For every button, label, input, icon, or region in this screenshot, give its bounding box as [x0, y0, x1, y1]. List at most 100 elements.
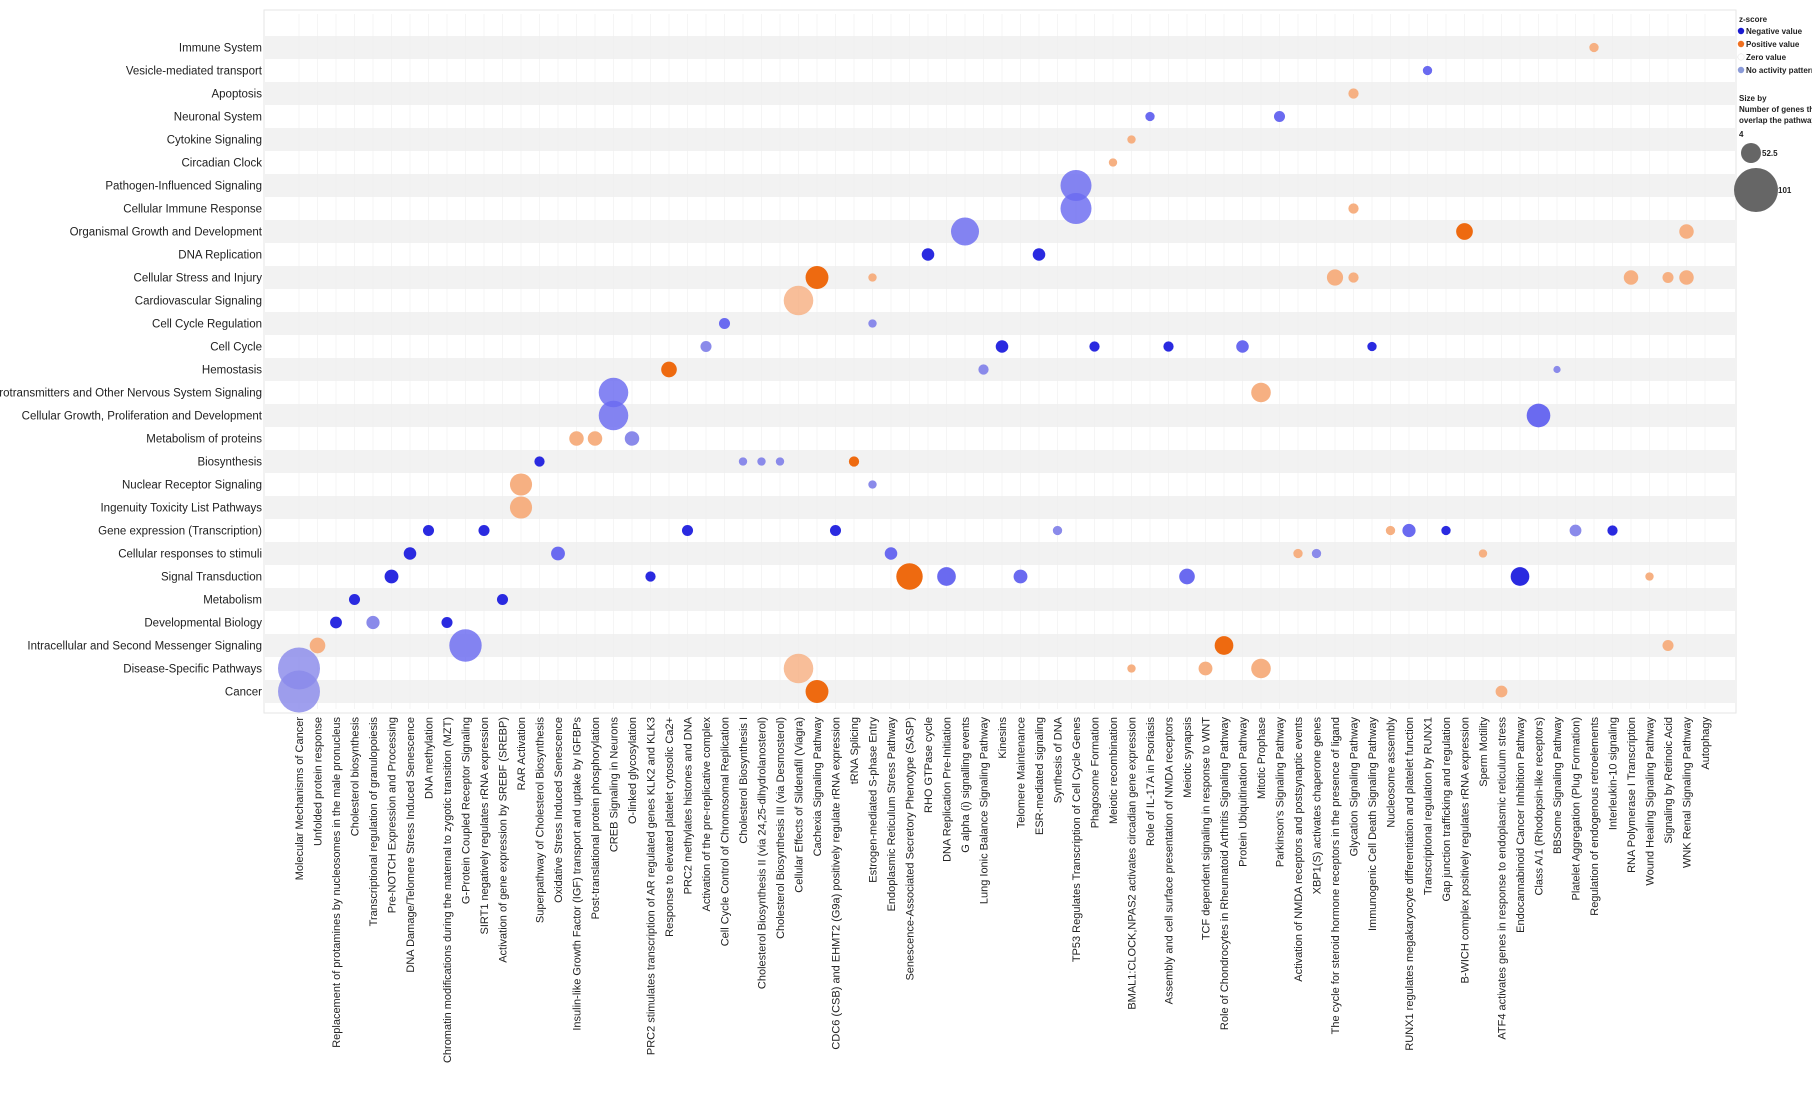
y-tick-label: Immune System: [179, 43, 262, 55]
x-tick-label: Endoplasmic Reticulum Stress Pathway: [886, 717, 898, 912]
x-tick-label: DNA Damage/Telomere Stress Induced Senes…: [405, 717, 417, 973]
bubble: [509, 496, 533, 519]
x-tick-label: Molecular Mechanisms of Cancer: [294, 717, 306, 881]
bubble: [1402, 523, 1416, 538]
x-tick-label: Oxidative Stress Induced Senescence: [553, 717, 565, 903]
y-tick-label: Cellular Immune Response: [123, 204, 262, 216]
bubble: [700, 340, 712, 353]
bubble: [1214, 636, 1234, 655]
x-tick-label: Immunogenic Cell Death Signaling Pathway: [1367, 717, 1379, 932]
x-tick-label: Role of Chondrocytes in Rheumatoid Arthr…: [1219, 717, 1231, 1031]
bubble: [848, 456, 860, 467]
row-band: [264, 220, 1736, 243]
x-tick-label: Estrogen-mediated S-phase Entry: [868, 717, 880, 883]
bubble: [1127, 664, 1136, 673]
bubble: [1367, 341, 1377, 352]
legend-item-positive: Positive value: [1746, 40, 1800, 49]
bubble: [950, 217, 980, 246]
x-tick-label: Interleukin-10 signaling: [1608, 717, 1620, 830]
bubble: [1108, 158, 1118, 167]
bubble: [624, 431, 640, 446]
legend-size-bubble-52: [1741, 143, 1761, 163]
x-tick-label: Chromatin modifications during the mater…: [442, 717, 454, 1063]
x-tick-label: Activation of NMDA receptors and postsyn…: [1293, 717, 1305, 982]
legend-size-bubble-101: [1734, 168, 1778, 212]
y-tick-label: Apoptosis: [211, 89, 262, 101]
x-tick-label: Gap junction trafficking and regulation: [1441, 717, 1453, 901]
bubble: [478, 524, 490, 537]
bubble: [1060, 193, 1092, 224]
bubble: [1326, 269, 1344, 286]
row-band: [264, 404, 1736, 427]
bubble: [1456, 223, 1473, 240]
x-tick-label: Phagosome Formation: [1090, 717, 1102, 828]
bubble: [921, 248, 935, 261]
bubble: [1662, 639, 1674, 652]
x-tick-label: G alpha (i) signalling events: [960, 717, 972, 853]
x-tick-label: O-linked glycosylation: [627, 717, 639, 824]
y-tick-label: Ingenuity Toxicity List Pathways: [100, 503, 262, 515]
bubble: [1013, 569, 1028, 584]
x-tick-label: Transcriptional regulation of granulopoi…: [368, 717, 380, 927]
bubble: [1198, 661, 1213, 676]
row-band: [264, 496, 1736, 519]
bubble: [661, 361, 677, 378]
x-tick-label: Transcriptional regulation by RUNX1: [1423, 717, 1435, 895]
y-tick-label: Cell Cycle: [210, 342, 262, 354]
x-tick-label: Protein Ubiquitination Pathway: [1238, 717, 1250, 867]
bubble: [1273, 110, 1286, 123]
x-tick-label: Cachexia Signaling Pathway: [812, 717, 824, 857]
bubble: [1145, 111, 1155, 122]
bubble: [449, 629, 482, 662]
y-axis-labels: Immune System Vesicle-mediated transport A…: [0, 43, 263, 699]
bubble: [805, 266, 829, 289]
y-tick-label: Organismal Growth and Development: [70, 227, 263, 239]
bubble: [1032, 248, 1046, 261]
x-tick-label: Role of IL-17A in Psoriasis: [1145, 717, 1157, 847]
x-tick-label: The cycle for steroid hormone receptors …: [1330, 717, 1342, 1034]
x-tick-label: Signaling by Retinoic Acid: [1663, 717, 1675, 844]
legend-size-101: 101: [1778, 186, 1792, 195]
bubble: [1060, 170, 1092, 201]
legend-size-4: 4: [1739, 130, 1744, 139]
x-tick-label: Insulin-like Growth Factor (IGF) transpo…: [572, 717, 584, 1031]
row-band: [264, 36, 1736, 59]
x-tick-label: SIRT1 negatively regulates rRNA expressi…: [479, 717, 491, 934]
x-tick-label: CREB Signaling in Neurons: [609, 717, 621, 853]
bubble: [1293, 548, 1303, 559]
x-tick-label: tRNA Splicing: [849, 717, 861, 784]
x-tick-label: XBP1(S) activates chaperone genes: [1312, 717, 1324, 895]
x-tick-label: Wound Healing Signaling Pathway: [1645, 717, 1657, 886]
bubble: [757, 457, 766, 466]
bubble: [598, 377, 629, 408]
y-tick-label: Vesicle-mediated transport: [126, 66, 263, 78]
bubble: [805, 680, 829, 703]
plot-background: [263, 9, 1737, 714]
bubble: [1569, 524, 1582, 537]
bubble: [496, 593, 509, 606]
y-tick-label: Signal Transduction: [161, 572, 262, 584]
x-tick-label: Cellular Effects of Sildenafil (Viagra): [794, 717, 806, 893]
bubble: [1179, 568, 1195, 585]
bubble: [738, 457, 748, 466]
row-band: [264, 634, 1736, 657]
bubble: [403, 547, 417, 560]
row-band: [264, 450, 1736, 473]
legend-item-negative: Negative value: [1746, 27, 1803, 36]
bubble: [1127, 135, 1136, 144]
x-tick-label: WNK Renal Signaling Pathway: [1682, 717, 1694, 869]
row-band: [264, 542, 1736, 565]
legend-swatch-positive: [1737, 40, 1745, 48]
x-tick-label: PRC2 methylates histones and DNA: [683, 716, 695, 894]
x-tick-label: Kinesins: [997, 717, 1009, 759]
bubble: [995, 340, 1009, 353]
legend-item-zero: Zero value: [1746, 53, 1787, 62]
x-tick-label: DNA Replication Pre-Initiation: [942, 717, 954, 862]
x-tick-label: DNA methylation: [424, 717, 436, 799]
y-tick-label: Nuclear Receptor Signaling: [122, 480, 262, 492]
x-tick-label: Telomere Maintenance: [1016, 717, 1028, 828]
row-band: [264, 174, 1736, 197]
bubble: [1348, 272, 1359, 283]
x-tick-label: Autophagy: [1700, 717, 1712, 770]
